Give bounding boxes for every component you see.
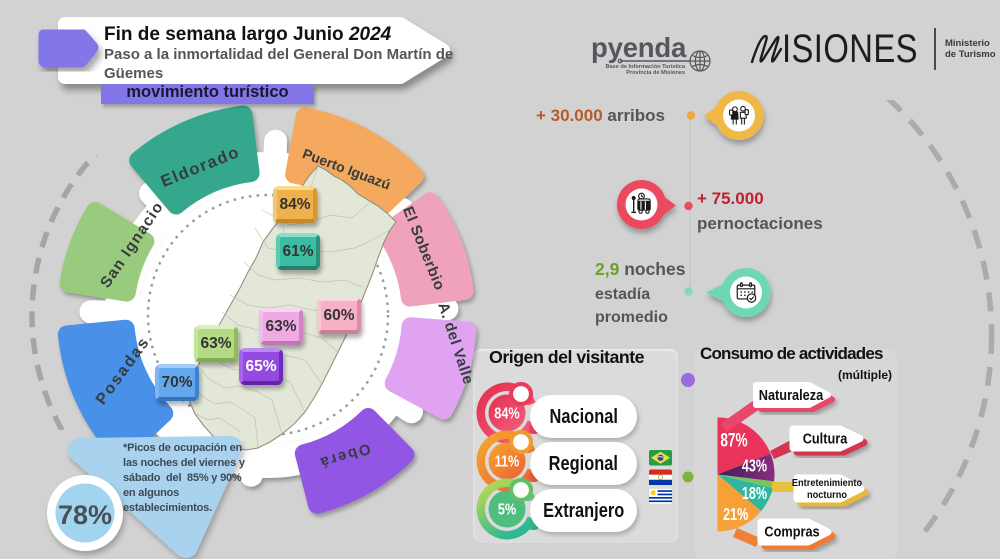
svg-text:11%: 11% xyxy=(495,453,520,470)
svg-text:5%: 5% xyxy=(498,501,517,518)
svg-text:Entretenimiento: Entretenimiento xyxy=(792,478,862,490)
svg-text:43%: 43% xyxy=(742,456,767,476)
svg-text:Cultura: Cultura xyxy=(803,431,848,447)
svg-text:87%: 87% xyxy=(720,429,747,451)
svg-text:Compras: Compras xyxy=(764,524,820,540)
svg-text:nocturno: nocturno xyxy=(807,490,847,502)
svg-text:18%: 18% xyxy=(742,484,767,504)
svg-text:84%: 84% xyxy=(494,405,520,422)
svg-text:Naturaleza: Naturaleza xyxy=(759,387,824,403)
svg-text:21%: 21% xyxy=(723,505,748,525)
svg-text:78%: 78% xyxy=(58,500,112,530)
